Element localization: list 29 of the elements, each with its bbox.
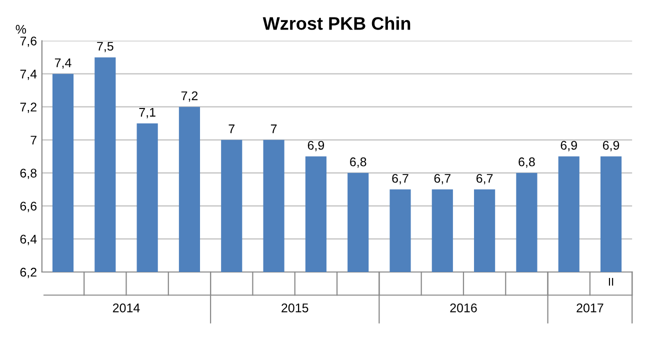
x-tick-label: II [608,278,614,286]
y-tick-label: 7,2 [20,102,36,113]
data-label: 7,4 [54,58,72,69]
data-label: 7 [228,124,234,134]
data-label: 6,9 [560,140,577,152]
data-label: 7,2 [181,91,198,102]
data-label: 7,5 [97,42,114,52]
data-label: 6,8 [350,157,366,168]
data-label: 6,9 [308,140,324,152]
text: 2015 [282,303,308,312]
y-tick-label: 7,6 [20,36,37,47]
text: 2017 [576,303,604,312]
y-tick-label: 7 [30,136,36,144]
y-tick-label: 6,8 [20,168,37,180]
y-tick-label: 7,4 [20,70,37,80]
data-label: 6,9 [602,140,620,152]
data-label: 6,8 [518,157,535,168]
data-label: 6,7 [434,174,450,184]
y-tick-label: 6,6 [20,202,37,212]
data-label: 6,7 [476,174,493,184]
data-label: 7 [270,124,277,134]
chart-title: Wzrost PKB Chin [262,16,410,30]
y-tick-label: 6,4 [20,234,37,246]
y-tick-label: 6,2 [20,268,36,278]
text: 2016 [450,303,477,312]
data-label: 7,1 [139,108,156,118]
text: 2014 [112,303,140,312]
y-axis-title: % [16,24,26,34]
data-label: 6,7 [392,174,408,184]
